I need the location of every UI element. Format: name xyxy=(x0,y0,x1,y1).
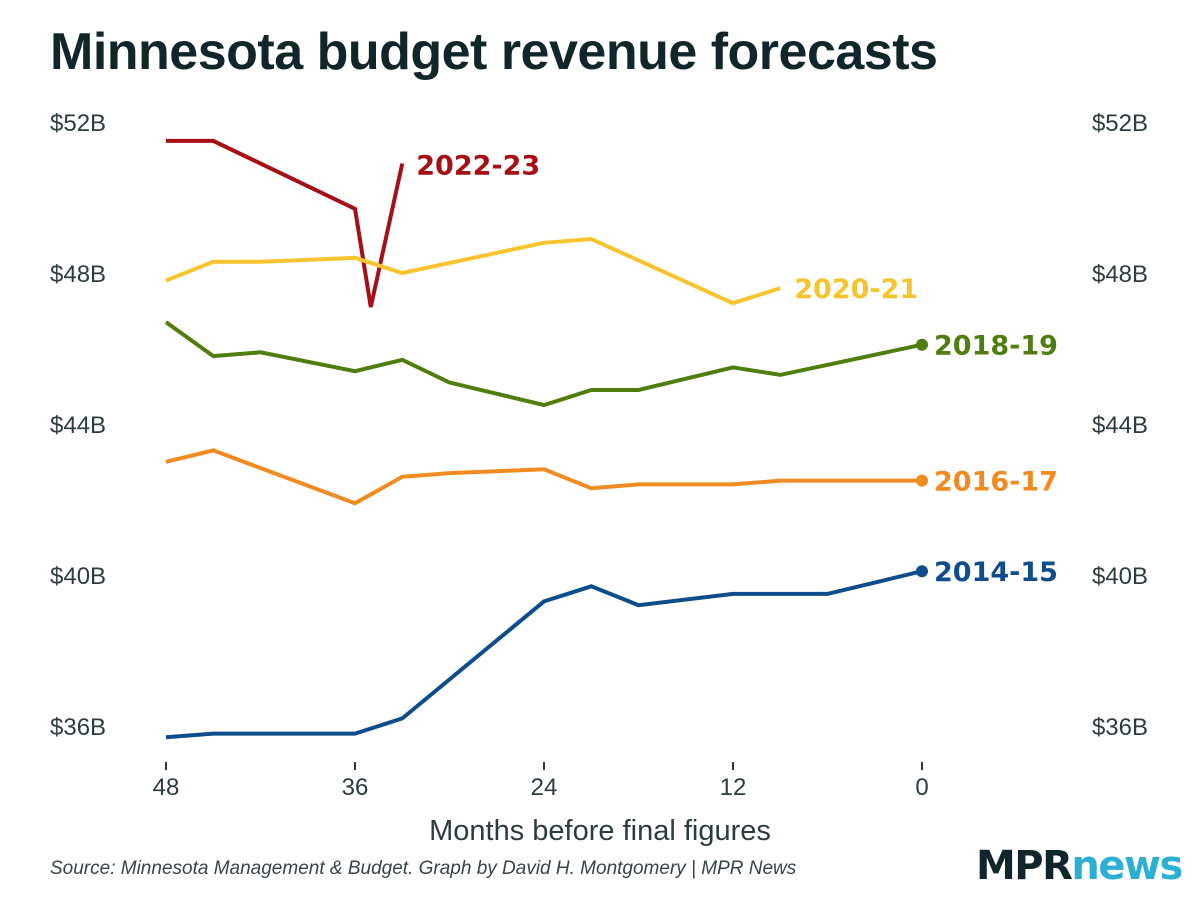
mpr-news-logo: MPRnews xyxy=(976,843,1183,889)
series-line-2020-21 xyxy=(165,236,781,306)
series-line-2018-19 xyxy=(164,320,923,408)
y-tick-label-right: $44B xyxy=(1092,412,1148,439)
y-tick-label-left: $52B xyxy=(50,110,106,137)
chart-title: Minnesota budget revenue forecasts xyxy=(50,23,938,81)
series-label-2016-17: 2016-17 xyxy=(934,467,1058,498)
y-axis-right: $36B $40B $44B $48B $52B xyxy=(1092,110,1148,741)
series-end-point-2016-17 xyxy=(916,474,928,487)
y-tick-label-right: $48B xyxy=(1092,261,1148,288)
y-tick-label-left: $36B xyxy=(50,714,106,741)
logo-part-mpr: MPR xyxy=(976,843,1073,889)
series-line-2014-15 xyxy=(165,569,923,740)
x-tick-label: 12 xyxy=(720,774,747,801)
logo-part-news: news xyxy=(1071,843,1183,889)
x-tick-label: 24 xyxy=(531,774,558,801)
series-label-2018-19: 2018-19 xyxy=(934,331,1058,362)
y-tick-label-right: $40B xyxy=(1092,563,1148,590)
y-tick-label-left: $48B xyxy=(50,261,106,288)
series-labels: 2022-23 2020-21 2018-19 2016-17 2014-15 xyxy=(416,151,1058,589)
x-tick-label: 0 xyxy=(915,774,928,801)
y-tick-label-right: $36B xyxy=(1092,714,1148,741)
y-tick-label-right: $52B xyxy=(1092,110,1148,137)
x-tick-label: 36 xyxy=(342,774,369,801)
series-end-point-2018-19 xyxy=(916,338,928,351)
series-label-2022-23: 2022-23 xyxy=(416,151,540,182)
series-line-2022-23 xyxy=(166,138,405,308)
series-end-point-2014-15 xyxy=(916,565,928,578)
series-label-2014-15: 2014-15 xyxy=(934,557,1058,588)
source-note: Source: Minnesota Management & Budget. G… xyxy=(50,858,797,879)
series-lines xyxy=(164,138,928,740)
series-line-2016-17 xyxy=(165,448,922,506)
y-tick-label-left: $40B xyxy=(50,563,106,590)
y-axis-left: $36B $40B $44B $48B $52B xyxy=(50,110,106,741)
x-axis-title: Months before final figures xyxy=(429,815,771,847)
x-axis: 48 36 24 12 0 xyxy=(153,762,929,801)
x-tick-label: 48 xyxy=(153,774,180,801)
series-label-2020-21: 2020-21 xyxy=(794,274,918,305)
y-tick-label-left: $44B xyxy=(50,412,106,439)
